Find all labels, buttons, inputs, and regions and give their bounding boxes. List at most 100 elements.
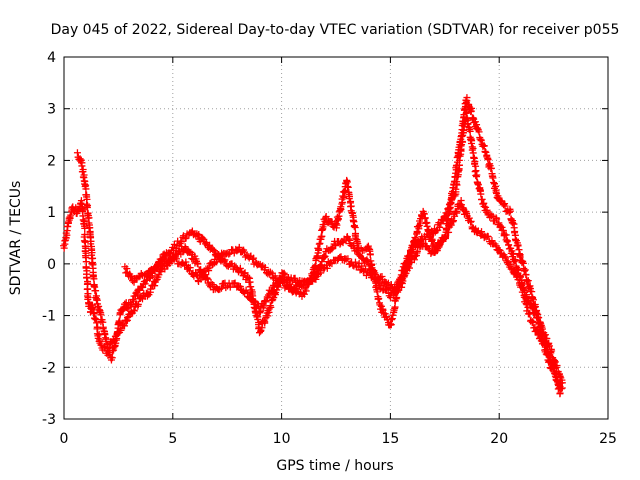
data-point bbox=[488, 237, 496, 245]
data-point bbox=[108, 354, 116, 362]
data-point bbox=[548, 347, 556, 355]
data-point bbox=[141, 280, 149, 288]
data-point bbox=[93, 319, 101, 327]
data-point bbox=[434, 245, 442, 253]
data-point bbox=[67, 211, 75, 219]
data-point bbox=[241, 269, 249, 277]
data-point bbox=[350, 222, 358, 230]
data-point bbox=[527, 300, 535, 308]
data-point bbox=[393, 294, 401, 302]
data-point bbox=[339, 192, 347, 200]
series-0 bbox=[60, 109, 566, 393]
data-point bbox=[375, 295, 383, 303]
data-point bbox=[121, 322, 129, 330]
data-point bbox=[484, 233, 492, 241]
data-point bbox=[384, 279, 392, 287]
data-point bbox=[415, 223, 423, 231]
data-point bbox=[388, 316, 396, 324]
data-point bbox=[493, 215, 501, 223]
data-point bbox=[453, 208, 461, 216]
data-point bbox=[83, 204, 91, 212]
data-point bbox=[320, 253, 328, 261]
series-2 bbox=[121, 196, 566, 387]
data-point bbox=[106, 343, 114, 351]
data-point bbox=[522, 271, 530, 279]
data-point bbox=[60, 244, 68, 252]
data-point bbox=[516, 251, 524, 259]
data-point bbox=[182, 234, 190, 242]
data-point bbox=[345, 235, 353, 243]
data-point bbox=[492, 242, 500, 250]
data-point bbox=[156, 266, 164, 274]
data-point bbox=[453, 161, 461, 169]
data-point bbox=[405, 264, 413, 272]
data-point bbox=[445, 228, 453, 236]
x-tick-label: 20 bbox=[490, 431, 508, 447]
data-point bbox=[262, 297, 270, 305]
data-point bbox=[127, 272, 135, 280]
axis-ticks: 0 5 10 15 20 25 -3 -2 -1 0 1 2 3 4 bbox=[42, 50, 617, 447]
data-point bbox=[529, 294, 537, 302]
data-point bbox=[344, 255, 352, 263]
data-point bbox=[334, 215, 342, 223]
y-tick-label: 3 bbox=[47, 102, 56, 118]
data-point bbox=[123, 317, 131, 325]
data-point bbox=[261, 318, 269, 326]
data-point bbox=[489, 173, 497, 181]
data-point bbox=[473, 121, 481, 129]
data-point bbox=[381, 278, 389, 286]
data-point bbox=[514, 242, 522, 250]
data-point bbox=[528, 304, 536, 312]
data-point bbox=[509, 219, 517, 227]
data-point bbox=[520, 267, 528, 275]
data-point bbox=[524, 277, 532, 285]
data-point bbox=[478, 228, 486, 236]
data-point bbox=[378, 272, 386, 280]
data-point bbox=[499, 227, 507, 235]
data-point bbox=[172, 255, 180, 263]
data-point bbox=[256, 309, 264, 317]
data-point bbox=[344, 182, 352, 190]
data-point bbox=[368, 269, 376, 277]
data-point bbox=[490, 178, 498, 186]
data-point bbox=[508, 265, 516, 273]
data-point bbox=[254, 315, 262, 323]
data-point bbox=[530, 310, 538, 318]
x-tick-label: 15 bbox=[381, 431, 399, 447]
data-point bbox=[205, 264, 213, 272]
data-point bbox=[97, 311, 105, 319]
y-tick-label: -1 bbox=[42, 309, 56, 325]
data-point bbox=[302, 287, 310, 295]
data-point bbox=[194, 260, 202, 268]
data-point bbox=[317, 269, 325, 277]
data-point bbox=[151, 282, 159, 290]
data-point bbox=[115, 318, 123, 326]
data-point bbox=[250, 254, 258, 262]
data-point bbox=[498, 223, 506, 231]
data-point bbox=[130, 307, 138, 315]
data-point bbox=[134, 300, 142, 308]
data-point bbox=[84, 295, 92, 303]
data-point bbox=[110, 337, 118, 345]
data-point bbox=[351, 223, 359, 231]
data-point bbox=[129, 295, 137, 303]
data-point bbox=[380, 309, 388, 317]
data-point bbox=[484, 156, 492, 164]
y-tick-label: 4 bbox=[47, 50, 56, 66]
data-point bbox=[265, 305, 273, 313]
data-point bbox=[235, 243, 243, 251]
data-point bbox=[436, 223, 444, 231]
data-point bbox=[425, 226, 433, 234]
data-point bbox=[182, 258, 190, 266]
data-point bbox=[95, 302, 103, 310]
data-point bbox=[528, 293, 536, 301]
data-point bbox=[209, 246, 217, 254]
y-tick-label: 1 bbox=[47, 205, 56, 221]
data-point bbox=[332, 242, 340, 250]
chart-title: Day 045 of 2022, Sidereal Day-to-day VTE… bbox=[51, 22, 620, 38]
x-tick-label: 25 bbox=[599, 431, 617, 447]
data-point bbox=[476, 135, 484, 143]
x-tick-label: 0 bbox=[60, 431, 69, 447]
data-point bbox=[157, 261, 165, 269]
data-point bbox=[318, 232, 326, 240]
